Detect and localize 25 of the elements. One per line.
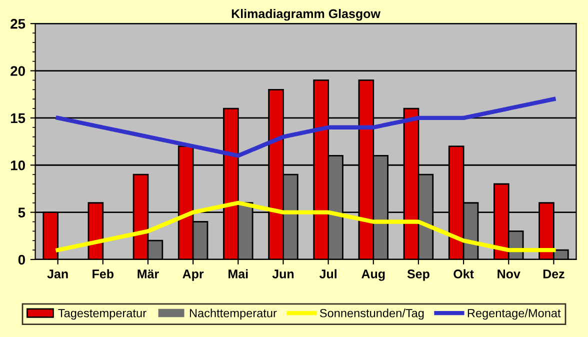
y-tick-label: 10	[10, 160, 25, 170]
legend-label: Nachttemperatur	[190, 308, 277, 320]
chart-title: Klimadiagramm Glasgow	[232, 8, 380, 21]
y-tick-label: 0	[18, 254, 25, 265]
x-tick-label: Mai	[228, 269, 248, 278]
y-tick-label: 15	[10, 113, 26, 124]
y-tick-label: 20	[10, 66, 25, 76]
x-tick-label: Sep	[407, 270, 430, 281]
y-tick-label: 5	[18, 208, 26, 218]
x-tick-label: Nov	[498, 270, 520, 278]
line-series	[56, 200, 556, 252]
y-tick-label: 25	[10, 18, 26, 29]
x-tick-label: Jul	[319, 269, 336, 278]
x-tick-label: Mär	[138, 270, 159, 278]
legend-label: Sonnenstunden/Tag	[320, 308, 424, 320]
legend-label: Regentage/Monat	[468, 308, 561, 320]
x-tick-label: Dez	[543, 270, 564, 278]
x-tick-label: Feb	[92, 269, 114, 278]
x-tick-label: Aug	[362, 270, 385, 281]
x-tick-label: Apr	[182, 270, 204, 281]
x-tick-label: Okt	[454, 269, 474, 278]
x-tick-label: Jun	[272, 270, 294, 278]
x-tick-label: Jan	[47, 270, 68, 278]
line-series	[56, 96, 556, 158]
legend-label: Tagestemperatur	[58, 309, 146, 320]
